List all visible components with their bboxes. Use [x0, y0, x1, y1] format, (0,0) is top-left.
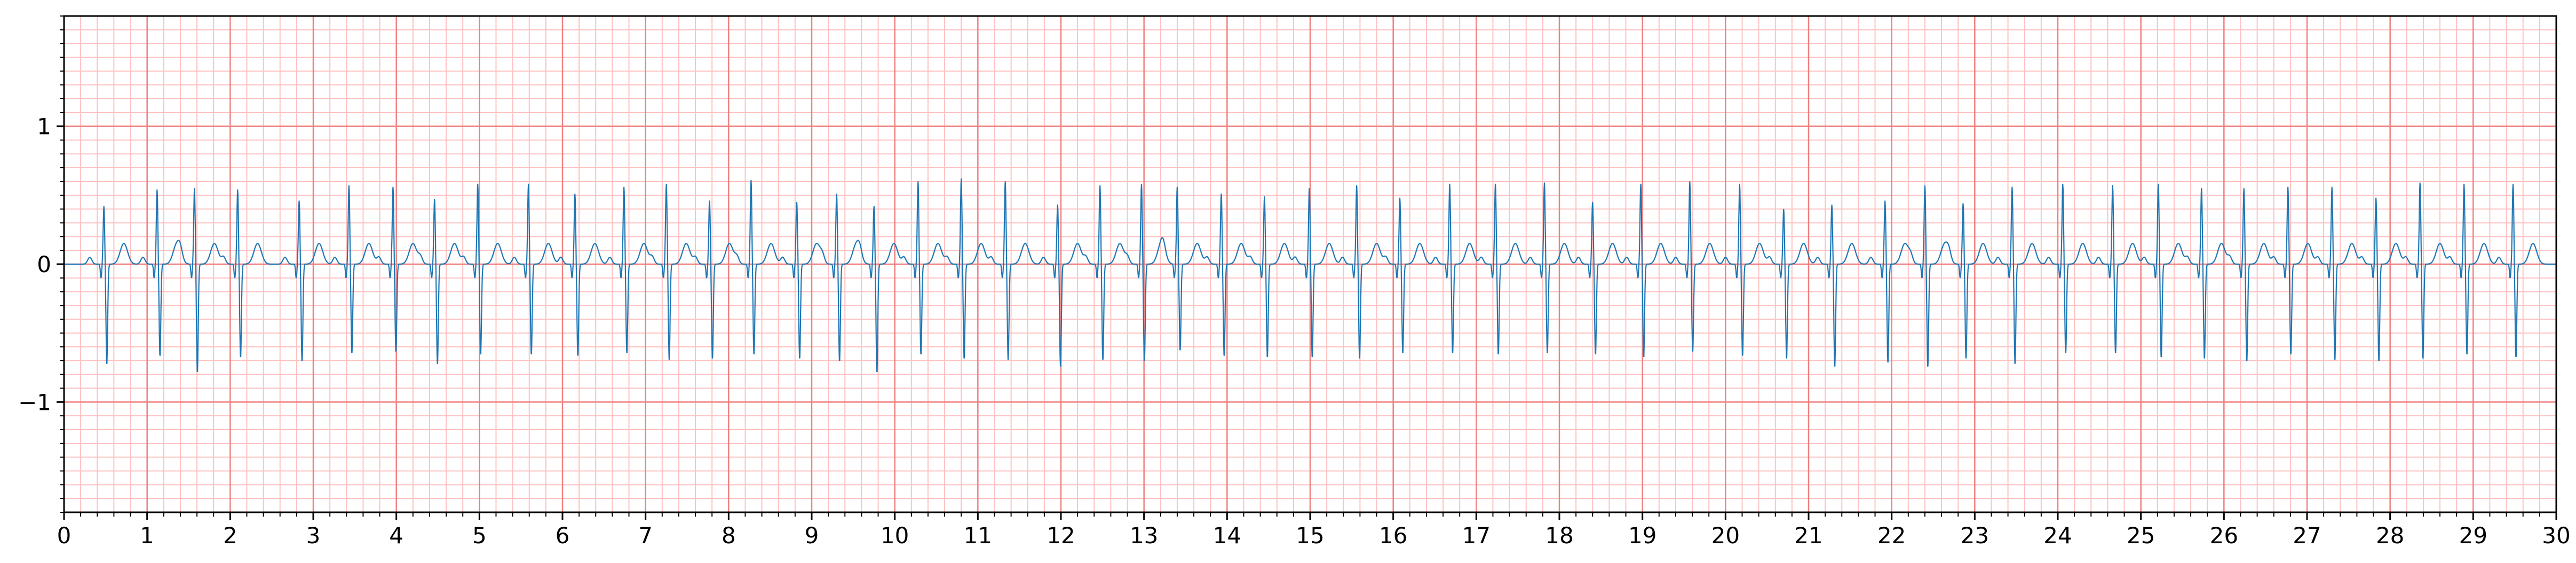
x-tick-label: 28	[2376, 522, 2404, 549]
x-tick-label: 23	[1961, 522, 1989, 549]
series-layer	[64, 178, 2557, 372]
x-tick-label: 5	[472, 522, 487, 549]
x-tick-label: 27	[2293, 522, 2321, 549]
x-tick-label: 2	[223, 522, 237, 549]
y-tick-label: 1	[37, 114, 51, 140]
x-tick-label: 4	[389, 522, 403, 549]
x-tick-label: 25	[2127, 522, 2155, 549]
x-tick-label: 14	[1213, 522, 1241, 549]
ecg-trace	[64, 178, 2557, 372]
y-tick-label: 0	[37, 251, 51, 277]
x-tick-label: 0	[57, 522, 72, 549]
y-axis: −1 0 1	[18, 15, 64, 513]
x-tick-label: 7	[638, 522, 653, 549]
x-tick-label: 18	[1545, 522, 1573, 549]
x-tick-label: 29	[2459, 522, 2487, 549]
x-tick-label: 13	[1130, 522, 1158, 549]
x-tick-label: 26	[2210, 522, 2238, 549]
x-axis: 0 1 2 3 4 5 6 7 8 9 10 11 12 13 14 15 16 17 18 19 20 21 22 23 24…	[57, 512, 2571, 549]
x-tick-label: 15	[1296, 522, 1324, 549]
x-tick-label: 16	[1379, 522, 1407, 549]
x-tick-label: 12	[1047, 522, 1075, 549]
x-tick-label: 6	[556, 522, 570, 549]
x-tick-label: 1	[140, 522, 154, 549]
x-tick-label: 10	[881, 522, 909, 549]
x-tick-label: 30	[2542, 522, 2570, 549]
x-tick-label: 22	[1877, 522, 1906, 549]
x-tick-label: 11	[964, 522, 992, 549]
x-tick-label: 21	[1794, 522, 1822, 549]
x-tick-label: 9	[805, 522, 819, 549]
y-tick-label: −1	[18, 389, 51, 415]
x-tick-label: 19	[1628, 522, 1656, 549]
x-tick-label: 17	[1462, 522, 1491, 549]
x-tick-label: 20	[1711, 522, 1740, 549]
x-tick-label: 8	[722, 522, 736, 549]
x-tick-label: 24	[2043, 522, 2072, 549]
x-tick-label: 3	[306, 522, 321, 549]
